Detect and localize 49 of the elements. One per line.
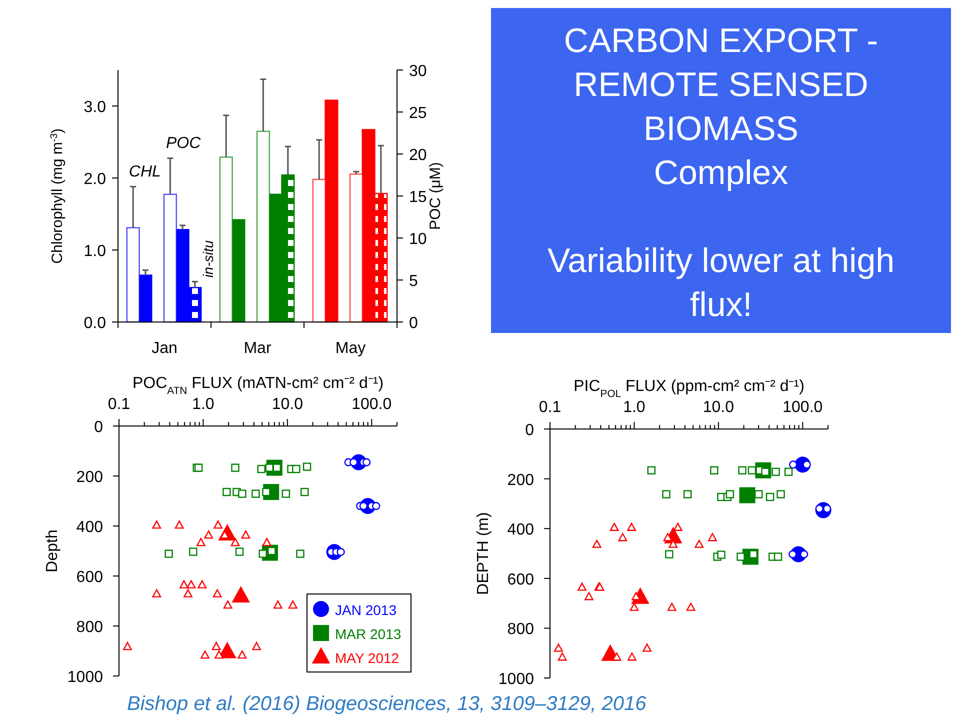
y-tick-label: 1000 xyxy=(67,669,104,686)
x-tick-label: 10.0 xyxy=(272,396,304,413)
x-axis-title: POC$_{ATN}$ FLUX (mATN-cm² cm⁻² d⁻¹) xyxy=(132,375,384,396)
y-tick-label: 0.0 xyxy=(84,315,106,332)
x-tick-label: 1.0 xyxy=(192,396,214,413)
y-tick-label: 1.0 xyxy=(84,243,106,260)
annotation: POC xyxy=(166,135,202,152)
y-tick-label: 600 xyxy=(76,569,104,586)
x-tick-label: 1.0 xyxy=(623,399,646,416)
y-tick-label: 1000 xyxy=(498,671,534,688)
y-tick-label: 2.0 xyxy=(84,171,106,188)
text: Bishop et al. (2016) Biogeosciences, 13, 3109–3129, 2016 xyxy=(127,693,648,715)
x-tick-label: 100.0 xyxy=(782,399,823,416)
x-tick-label: May xyxy=(335,340,366,357)
legend-label: MAY 2012 xyxy=(335,650,400,666)
x-tick-label: Mar xyxy=(244,340,272,357)
x-tick-label: Jan xyxy=(152,340,178,357)
x-tick-label: 0.1 xyxy=(108,396,130,413)
y2-tick-label: 20 xyxy=(409,147,427,164)
y2-tick-label: 5 xyxy=(409,273,418,290)
y2-tick-label: 25 xyxy=(409,105,427,122)
y-tick-label: 3.0 xyxy=(84,99,106,116)
x-tick-label: 100.0 xyxy=(352,396,392,413)
y2-axis-title: POC (μM) xyxy=(427,162,444,230)
y-tick-label: 800 xyxy=(76,619,104,636)
y-tick-label: 400 xyxy=(76,519,104,536)
legend-label: MAR 2013 xyxy=(335,626,402,642)
x-axis-title: PIC$_{POL}$ FLUX (ppm-cm² cm⁻² d⁻¹) xyxy=(574,378,804,400)
y-tick-label: 200 xyxy=(76,469,104,486)
y2-tick-label: 15 xyxy=(409,189,427,206)
x-tick-label: 0.1 xyxy=(538,399,562,416)
annotation: in-situ xyxy=(200,240,216,278)
y-axis-title: Depth xyxy=(44,530,61,572)
y-tick-label: 600 xyxy=(507,571,534,588)
text: CARBON EXPORT - REMOTE SENSED BIOMASS xyxy=(564,22,878,148)
x-tick-label: 10.0 xyxy=(702,399,734,416)
y-tick-label: 200 xyxy=(507,472,534,489)
y-axis-title: DEPTH (m) xyxy=(475,512,492,595)
text: Complex xyxy=(654,154,788,192)
y2-tick-label: 10 xyxy=(409,231,427,248)
y-tick-label: 800 xyxy=(507,621,534,638)
annotation: CHL xyxy=(128,164,161,181)
y-tick-label: 0 xyxy=(525,422,534,439)
y2-tick-label: 0 xyxy=(409,315,418,332)
text: Variability lower at high flux! xyxy=(547,242,895,324)
legend-label: JAN 2013 xyxy=(335,602,397,618)
y-tick-label: 0 xyxy=(94,419,104,436)
y2-tick-label: 30 xyxy=(409,63,427,80)
y-tick-label: 400 xyxy=(507,522,534,539)
